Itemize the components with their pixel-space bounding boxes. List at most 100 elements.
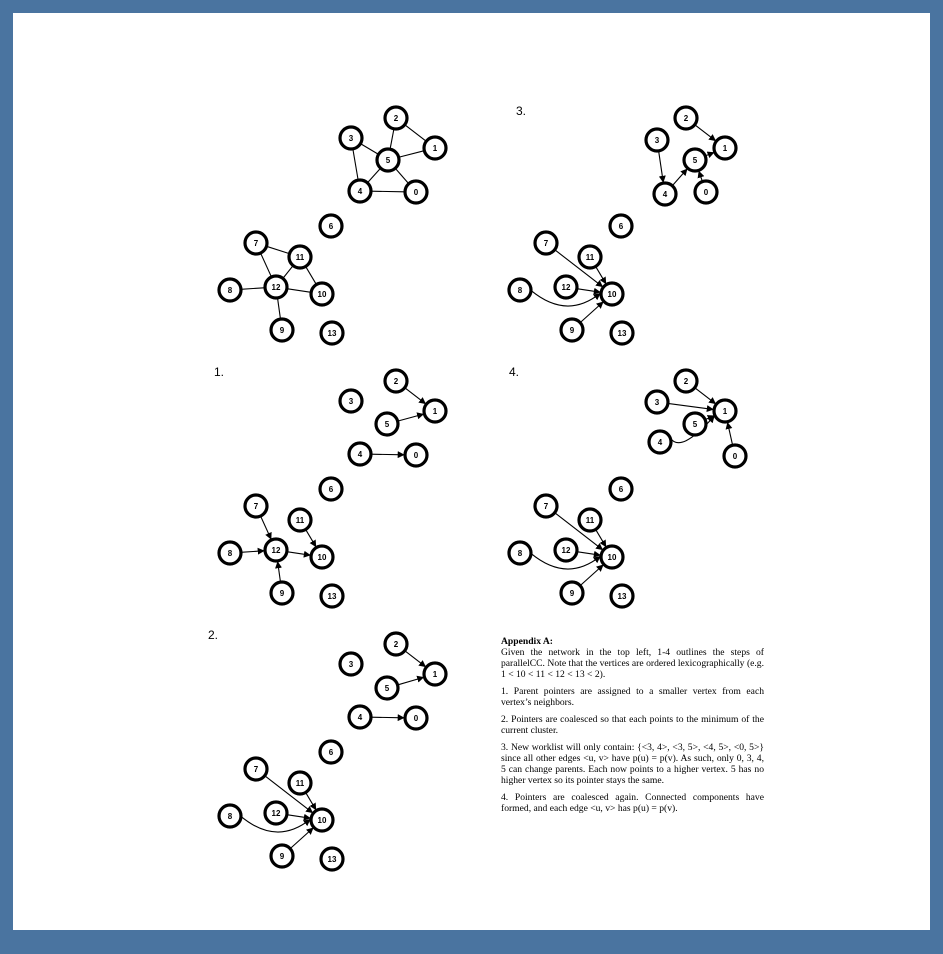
node-label: 3 — [349, 397, 354, 406]
node-label: 9 — [280, 326, 285, 335]
node-label: 2 — [394, 114, 399, 123]
arrow-11-10 — [595, 529, 607, 548]
panel-label: 2. — [208, 628, 218, 642]
node-4: 4 — [347, 441, 373, 467]
node-10: 10 — [599, 544, 625, 570]
node-7: 7 — [243, 230, 269, 256]
node-4: 4 — [347, 704, 373, 730]
arrow-11-10 — [305, 529, 317, 548]
node-12: 12 — [263, 800, 289, 826]
node-3: 3 — [338, 388, 364, 414]
arrow-4-5 — [671, 168, 688, 187]
node-4: 4 — [347, 178, 373, 204]
node-2: 2 — [673, 368, 699, 394]
arrow-9-10 — [579, 564, 604, 587]
node-label: 8 — [518, 286, 523, 295]
node-label: 7 — [544, 502, 549, 511]
node-4: 4 — [652, 181, 678, 207]
node-7: 7 — [243, 493, 269, 519]
node-label: 9 — [280, 852, 285, 861]
node-label: 8 — [228, 549, 233, 558]
node-label: 3 — [655, 398, 660, 407]
node-9: 9 — [269, 580, 295, 606]
node-label: 13 — [328, 855, 337, 864]
node-label: 7 — [254, 239, 259, 248]
node-8: 8 — [217, 540, 243, 566]
edge-7-12 — [260, 252, 272, 277]
arrow-4-0 — [370, 714, 405, 722]
arrow-0-1 — [725, 422, 734, 446]
node-2: 2 — [383, 368, 409, 394]
panel-label: 1. — [214, 365, 224, 379]
node-label: 11 — [586, 253, 595, 262]
edge-12-9 — [276, 297, 281, 319]
panel-label: 3. — [516, 104, 526, 118]
edge-5-0 — [394, 167, 409, 184]
node-label: 12 — [272, 546, 281, 555]
node-7: 7 — [243, 756, 269, 782]
node-label: 10 — [608, 290, 617, 299]
appendix-title: Appendix A: — [501, 636, 553, 647]
node-label: 12 — [562, 283, 571, 292]
arrow-2-1 — [404, 387, 427, 405]
node-label: 11 — [296, 779, 305, 788]
arrow-2-1 — [694, 124, 717, 142]
node-label: 6 — [329, 485, 334, 494]
node-0: 0 — [403, 179, 429, 205]
edge-3-5 — [360, 143, 378, 155]
node-10: 10 — [599, 281, 625, 307]
node-label: 7 — [254, 502, 259, 511]
node-label: 3 — [349, 134, 354, 143]
node-9: 9 — [559, 580, 585, 606]
panel-label: 4. — [509, 365, 519, 379]
node-label: 5 — [693, 156, 698, 165]
arrow-7-10 — [554, 249, 604, 288]
node-label: 10 — [318, 290, 327, 299]
appendix-step-2: 2. Pointers are coalesced so that each p… — [501, 714, 764, 736]
edge-5-1 — [398, 150, 424, 158]
node-label: 12 — [272, 809, 281, 818]
node-6: 6 — [318, 213, 344, 239]
node-6: 6 — [318, 476, 344, 502]
node-11: 11 — [287, 244, 313, 270]
node-7: 7 — [533, 493, 559, 519]
node-0: 0 — [722, 443, 748, 469]
node-9: 9 — [559, 317, 585, 343]
node-label: 0 — [733, 452, 738, 461]
node-5: 5 — [682, 411, 708, 437]
arrow-3-4 — [658, 150, 666, 183]
edge-2-5 — [389, 128, 395, 149]
node-label: 4 — [658, 438, 663, 447]
edge-12-10 — [286, 288, 311, 293]
node-label: 9 — [570, 326, 575, 335]
edge-11-10 — [305, 266, 317, 284]
appendix-intro: Given the network in the top left, 1-4 o… — [501, 647, 764, 680]
node-label: 10 — [608, 553, 617, 562]
edge-7-11 — [266, 245, 289, 254]
node-label: 5 — [385, 420, 390, 429]
node-label: 3 — [655, 136, 660, 145]
node-label: 4 — [358, 450, 363, 459]
node-label: 6 — [329, 222, 334, 231]
node-5: 5 — [682, 147, 708, 173]
arrow-2-1 — [694, 387, 717, 405]
node-12: 12 — [263, 274, 289, 300]
node-label: 1 — [433, 144, 438, 153]
node-2: 2 — [383, 631, 409, 657]
arrow-12-10 — [286, 813, 311, 821]
arrow-3-1 — [667, 402, 714, 413]
node-2: 2 — [383, 105, 409, 131]
node-3: 3 — [644, 127, 670, 153]
node-label: 2 — [394, 377, 399, 386]
arrow-8-12 — [240, 547, 265, 555]
arrow-8-10 — [530, 553, 601, 570]
node-4: 4 — [647, 429, 673, 455]
appendix-text: Appendix A: Given the network in the top… — [501, 636, 764, 820]
arrow-0-5 — [697, 170, 705, 182]
node-label: 5 — [693, 420, 698, 429]
node-label: 4 — [663, 190, 668, 199]
node-label: 12 — [562, 546, 571, 555]
node-label: 6 — [619, 485, 624, 494]
